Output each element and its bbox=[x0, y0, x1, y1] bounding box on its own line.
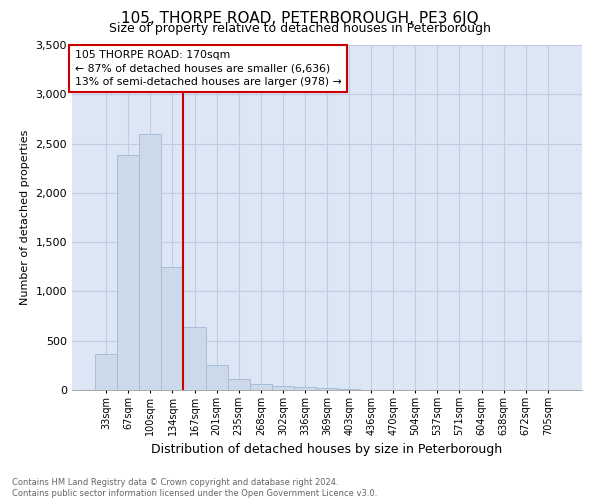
Bar bbox=[294, 387, 316, 390]
Bar bbox=[184, 327, 206, 390]
Text: Size of property relative to detached houses in Peterborough: Size of property relative to detached ho… bbox=[109, 22, 491, 35]
Bar bbox=[338, 389, 360, 390]
Bar bbox=[95, 354, 117, 390]
Bar bbox=[206, 365, 227, 390]
Bar bbox=[161, 267, 184, 390]
Text: 105, THORPE ROAD, PETERBOROUGH, PE3 6JQ: 105, THORPE ROAD, PETERBOROUGH, PE3 6JQ bbox=[121, 11, 479, 26]
Bar bbox=[139, 134, 161, 390]
Text: 105 THORPE ROAD: 170sqm
← 87% of detached houses are smaller (6,636)
13% of semi: 105 THORPE ROAD: 170sqm ← 87% of detache… bbox=[74, 50, 341, 86]
Bar bbox=[272, 386, 294, 390]
Bar bbox=[250, 384, 272, 390]
Text: Contains HM Land Registry data © Crown copyright and database right 2024.
Contai: Contains HM Land Registry data © Crown c… bbox=[12, 478, 377, 498]
Y-axis label: Number of detached properties: Number of detached properties bbox=[20, 130, 30, 305]
Bar bbox=[316, 388, 338, 390]
X-axis label: Distribution of detached houses by size in Peterborough: Distribution of detached houses by size … bbox=[151, 444, 503, 456]
Bar bbox=[117, 156, 139, 390]
Bar bbox=[227, 379, 250, 390]
